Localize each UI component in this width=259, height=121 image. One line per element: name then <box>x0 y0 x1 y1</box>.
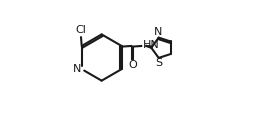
Text: N: N <box>73 64 82 74</box>
Text: N: N <box>154 27 162 37</box>
Text: Cl: Cl <box>75 25 86 35</box>
Text: HN: HN <box>143 40 160 50</box>
Text: S: S <box>156 58 163 68</box>
Text: O: O <box>128 60 137 70</box>
